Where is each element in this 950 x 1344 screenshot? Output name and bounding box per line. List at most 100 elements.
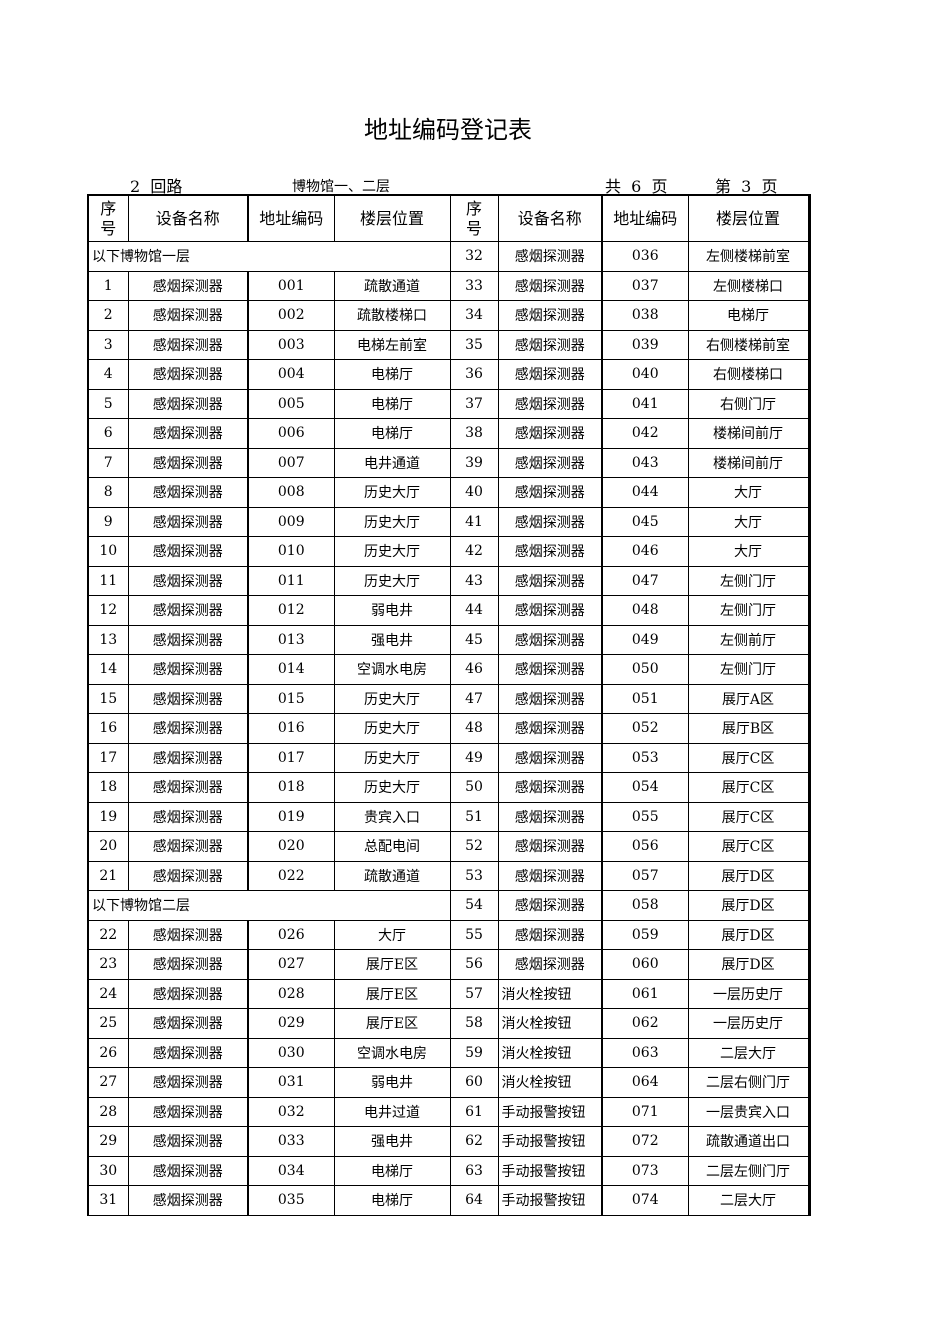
device-name-cell: 感烟探测器: [497, 654, 603, 685]
address-code-cell: 004: [247, 359, 335, 390]
device-name-cell: 感烟探测器: [127, 1126, 249, 1157]
device-name-cell: 感烟探测器: [127, 1067, 249, 1098]
seq-cell: 15: [87, 683, 129, 714]
seq-cell: 32: [449, 241, 499, 272]
seq-cell: 8: [87, 477, 129, 508]
page-title: 地址编码登记表: [364, 116, 532, 144]
seq-cell: 20: [87, 831, 129, 862]
location-cell: 历史大厅: [333, 565, 451, 596]
address-code-cell: 029: [247, 1008, 335, 1039]
device-name-cell: 感烟探测器: [497, 565, 603, 596]
location-cell: 电梯厅: [333, 418, 451, 449]
device-name-cell: 感烟探测器: [497, 418, 603, 449]
device-name-cell: 消火栓按钮: [497, 1008, 603, 1039]
seq-cell: 52: [449, 831, 499, 862]
table-row: 27 感烟探测器 031 弱电井 60 消火栓按钮 064 二层右侧门厅: [87, 1067, 810, 1098]
location-cell: 电梯厅: [333, 1185, 451, 1216]
seq-cell: 46: [449, 654, 499, 685]
table-row: 24 感烟探测器 028 展厅E区 57 消火栓按钮 061 一层历史厅: [87, 978, 810, 1009]
address-code-cell: 039: [601, 329, 689, 360]
device-name-cell: 手动报警按钮: [497, 1126, 603, 1157]
table-row: 17 感烟探测器 017 历史大厅 49 感烟探测器 053 展厅C区: [87, 742, 810, 773]
device-name-cell: 感烟探测器: [127, 831, 249, 862]
address-code-cell: 048: [601, 595, 689, 626]
seq-cell: 62: [449, 1126, 499, 1157]
address-code-cell: 061: [601, 978, 689, 1009]
location-cell: 弱电井: [333, 1067, 451, 1098]
location-cell: 左侧门厅: [687, 595, 810, 626]
address-code-cell: 046: [601, 536, 689, 567]
seq-cell: 19: [87, 801, 129, 832]
address-code-cell: 002: [247, 300, 335, 331]
device-name-cell: 感烟探测器: [127, 477, 249, 508]
location-cell: 弱电井: [333, 595, 451, 626]
location-cell: 展厅C区: [687, 831, 810, 862]
seq-cell: 12: [87, 595, 129, 626]
device-name-cell: 感烟探测器: [127, 742, 249, 773]
address-code-cell: 071: [601, 1096, 689, 1127]
seq-cell: 2: [87, 300, 129, 331]
table-row: 26 感烟探测器 030 空调水电房 59 消火栓按钮 063 二层大厅: [87, 1037, 810, 1068]
device-name-cell: 感烟探测器: [127, 300, 249, 331]
table-row: 4 感烟探测器 004 电梯厅 36 感烟探测器 040 右侧楼梯口: [87, 359, 810, 390]
location-cell: 展厅E区: [333, 978, 451, 1009]
address-code-cell: 052: [601, 713, 689, 744]
address-code-cell: 044: [601, 477, 689, 508]
seq-cell: 37: [449, 388, 499, 419]
seq-cell: 11: [87, 565, 129, 596]
address-code-cell: 006: [247, 418, 335, 449]
location-cell: 左侧楼梯前室: [687, 241, 810, 272]
address-code-cell: 022: [247, 860, 335, 891]
device-name-cell: 感烟探测器: [127, 329, 249, 360]
table-row: 28 感烟探测器 032 电井过道 61 手动报警按钮 071 一层贵宾入口: [87, 1096, 810, 1127]
seq-cell: 50: [449, 772, 499, 803]
seq-cell: 48: [449, 713, 499, 744]
seq-cell: 9: [87, 506, 129, 537]
table-row: 21 感烟探测器 022 疏散通道 53 感烟探测器 057 展厅D区: [87, 860, 810, 891]
address-code-cell: 064: [601, 1067, 689, 1098]
seq-cell: 54: [449, 890, 499, 921]
location-cell: 展厅B区: [687, 713, 810, 744]
device-name-cell: 感烟探测器: [497, 713, 603, 744]
table-row: 8 感烟探测器 008 历史大厅 40 感烟探测器 044 大厅: [87, 477, 810, 508]
seq-cell: 21: [87, 860, 129, 891]
seq-cell: 7: [87, 447, 129, 478]
location-cell: 二层右侧门厅: [687, 1067, 810, 1098]
seq-cell: 51: [449, 801, 499, 832]
address-code-cell: 059: [601, 919, 689, 950]
address-code-cell: 074: [601, 1185, 689, 1216]
device-name-cell: 感烟探测器: [497, 683, 603, 714]
address-code-cell: 027: [247, 949, 335, 980]
device-name-cell: 感烟探测器: [497, 949, 603, 980]
location-cell: 电梯厅: [687, 300, 810, 331]
table-row: 20 感烟探测器 020 总配电间 52 感烟探测器 056 展厅C区: [87, 831, 810, 862]
location-cell: 右侧楼梯前室: [687, 329, 810, 360]
location-cell: 展厅C区: [687, 801, 810, 832]
device-name-cell: 感烟探测器: [497, 860, 603, 891]
seq-cell: 35: [449, 329, 499, 360]
device-name-cell: 消火栓按钮: [497, 978, 603, 1009]
device-name-cell: 感烟探测器: [497, 506, 603, 537]
location-cell: 疏散通道: [333, 860, 451, 891]
table-row: 18 感烟探测器 018 历史大厅 50 感烟探测器 054 展厅C区: [87, 772, 810, 803]
location-cell: 疏散通道出口: [687, 1126, 810, 1157]
seq-cell: 40: [449, 477, 499, 508]
seq-cell: 49: [449, 742, 499, 773]
address-code-cell: 012: [247, 595, 335, 626]
location-cell: 电梯厅: [333, 359, 451, 390]
location-cell: 展厅C区: [687, 772, 810, 803]
device-name-cell: 感烟探测器: [127, 565, 249, 596]
location-cell: 疏散楼梯口: [333, 300, 451, 331]
seq-cell: 26: [87, 1037, 129, 1068]
table-row: 1 感烟探测器 001 疏散通道 33 感烟探测器 037 左侧楼梯口: [87, 270, 810, 301]
seq-cell: 23: [87, 949, 129, 980]
address-code-cell: 017: [247, 742, 335, 773]
seq-cell: 30: [87, 1155, 129, 1186]
seq-cell: 33: [449, 270, 499, 301]
column-header: 序 号: [449, 194, 499, 242]
location-cell: 历史大厅: [333, 683, 451, 714]
device-name-cell: 感烟探测器: [127, 624, 249, 655]
address-code-cell: 037: [601, 270, 689, 301]
column-header: 地址编码: [601, 194, 689, 242]
device-name-cell: 感烟探测器: [497, 270, 603, 301]
